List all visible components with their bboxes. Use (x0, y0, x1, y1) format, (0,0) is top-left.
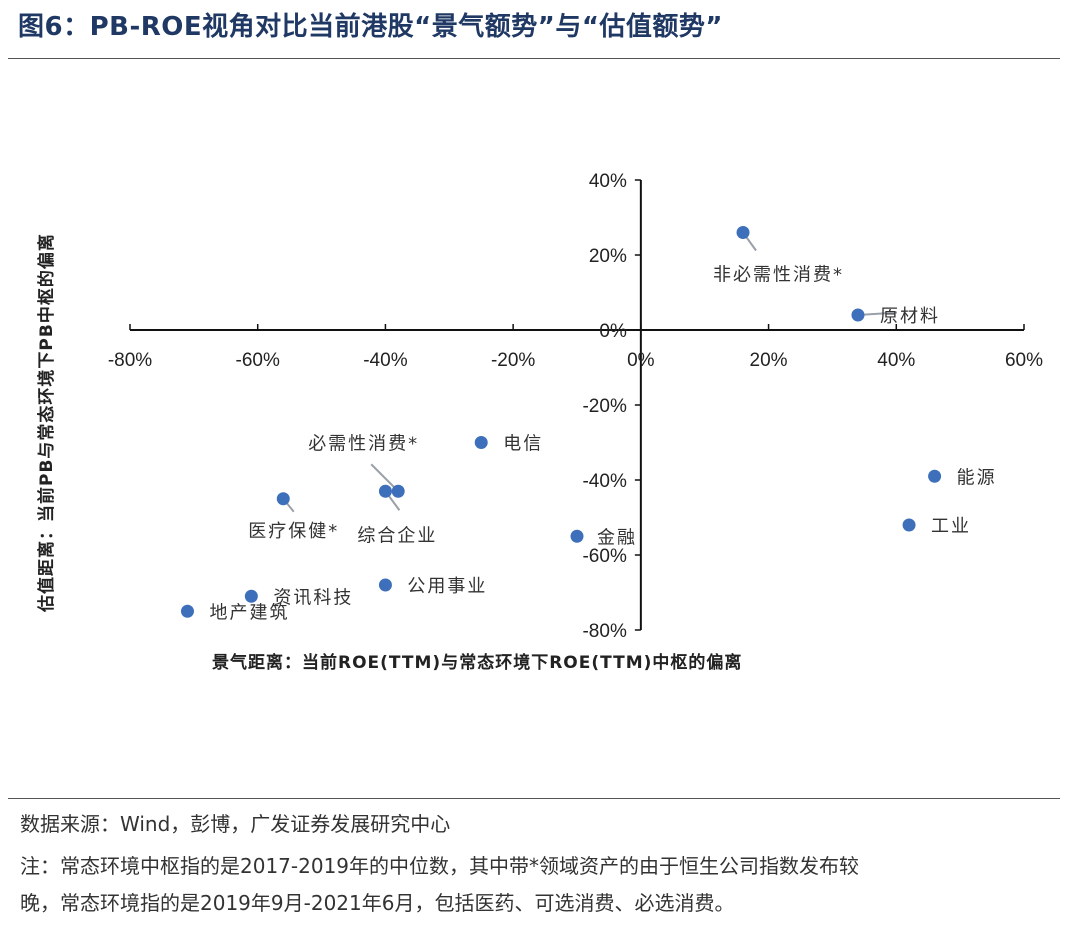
bottom-divider (8, 798, 1060, 799)
x-tick-label: 0% (627, 350, 655, 371)
scatter-point (378, 578, 392, 592)
scatter-point (378, 484, 392, 498)
footnote: 注：常态环境中枢指的是2017-2019年的中位数，其中带*领域资产的由于恒生公… (20, 848, 1060, 922)
point-label: 综合企业 (357, 525, 437, 546)
y-tick-label: -20% (582, 396, 626, 417)
label-leader-line (857, 311, 898, 316)
y-tick-label: 0% (599, 321, 627, 342)
scatter-point (902, 518, 916, 532)
x-tick-label: 60% (1005, 350, 1043, 371)
point-label: 地产建筑 (209, 602, 289, 623)
scatter-point (736, 226, 750, 239)
y-axis-title: 估值距离：当前PB与常态环境下PB中枢的偏离 (36, 233, 57, 613)
scatter-point (474, 436, 488, 449)
point-label: 原材料 (880, 306, 940, 327)
x-tick-label: -80% (108, 350, 152, 371)
scatter-point (276, 492, 290, 506)
y-tick-label: -60% (582, 546, 626, 567)
point-label: 非必需性消费* (713, 265, 844, 286)
scatter-chart: -80% -60% -40% -20% 0% 20% 40% 60% 40% 20% 0% -20% -… (36, 171, 1043, 673)
point-label: 必需性消费* (308, 433, 419, 454)
x-tick-label: -40% (363, 350, 407, 371)
point-label: 工业 (931, 516, 971, 537)
x-axis-title: 景气距离：当前ROE(TTM)与常态环境下ROE(TTM)中枢的偏离 (212, 652, 742, 673)
data-source: 数据来源：Wind，彭博，广发证券发展研究中心 (20, 812, 451, 836)
point-label: 金融 (597, 527, 637, 548)
top-divider (8, 58, 1060, 59)
y-tick-label: -40% (582, 471, 626, 492)
point-label: 资讯科技 (273, 587, 353, 608)
scatter-point (244, 589, 258, 603)
scatter-point (570, 529, 584, 543)
x-tick-label: 20% (750, 350, 788, 371)
y-tick-label: 20% (589, 246, 627, 267)
x-tick-label: 40% (877, 350, 915, 371)
footnote-line-2: 晚，常态环境指的是2019年9月-2021年6月，包括医药、可选消费、必选消费。 (20, 891, 735, 915)
scatter-point (928, 469, 942, 483)
scatter-point (180, 604, 194, 618)
scatter-point (391, 484, 405, 498)
figure-title: 图6：PB-ROE视角对比当前港股“景气额势”与“估值额势” (18, 12, 723, 42)
x-tick-label: -20% (491, 350, 535, 371)
scatter-point (851, 308, 865, 322)
point-label: 能源 (957, 467, 997, 488)
x-tick-label: -60% (236, 350, 280, 371)
point-label: 医疗保健* (248, 521, 339, 542)
point-label: 电信 (503, 434, 543, 455)
point-label: 公用事业 (407, 576, 487, 597)
footnote-line-1: 注：常态环境中枢指的是2017-2019年的中位数，其中带*领域资产的由于恒生公… (20, 854, 860, 878)
y-tick-label: -80% (582, 621, 626, 642)
y-tick-label: 40% (589, 171, 627, 192)
